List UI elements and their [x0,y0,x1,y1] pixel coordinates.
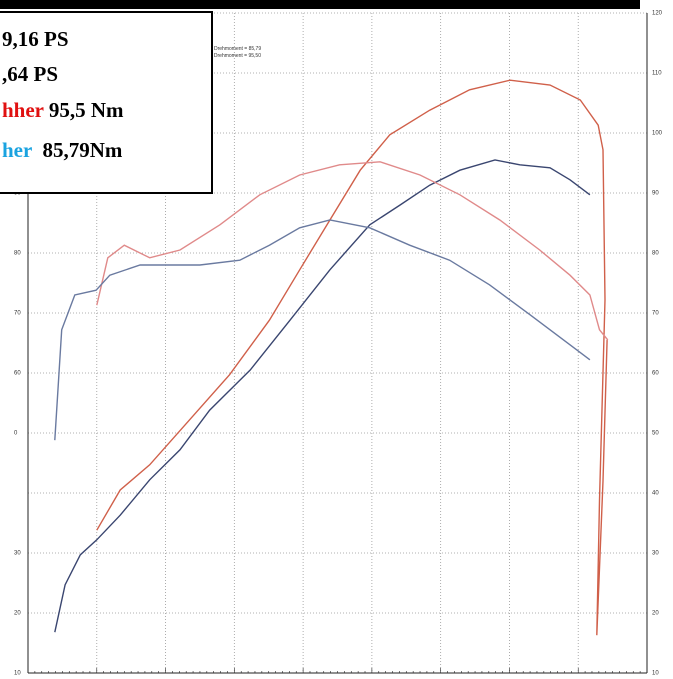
series-line [96,79,608,636]
info-part: hher [2,98,44,122]
y2-tick-label: 100 [652,131,663,137]
y2-tick-label: 40 [652,491,659,497]
y2-tick-label: 110 [652,71,662,77]
info-part: ,64 PS [2,62,58,86]
y-tick-label: 30 [14,551,21,557]
y2-tick-label: 10 [652,671,659,677]
y2-tick-label: 30 [652,551,659,557]
series-line [54,159,591,633]
y-tick-label: 20 [14,611,21,617]
y-tick-label: 10 [14,671,21,677]
info-line: hher 95,5 Nm [2,98,124,122]
top-bar [0,0,640,9]
series-line [96,161,609,341]
y2-tick-label: 120 [652,11,663,17]
info-box [0,11,213,194]
y2-tick-label: 20 [652,611,659,617]
info-part: 95,5 Nm [44,98,124,122]
y-tick-label: 60 [14,371,21,377]
note: Drehmoment = 85,79 [214,46,261,52]
info-part: 9,16 PS [2,27,69,51]
y-tick-label: 80 [14,251,21,257]
y-tick-label: 70 [14,311,21,317]
info-line: her 85,79Nm [2,138,123,162]
y2-tick-label: 60 [652,371,659,377]
y2-tick-label: 70 [652,311,659,317]
y-tick-label: 0 [14,431,18,437]
y2-tick-label: 50 [652,431,659,437]
info-line: 9,16 PS [2,27,69,51]
y2-tick-label: 80 [652,251,659,257]
series-line [54,219,591,441]
info-line: ,64 PS [2,62,58,86]
y2-tick-label: 90 [652,191,659,197]
info-part: her [2,138,32,162]
info-part: 85,79Nm [32,138,123,162]
note: s Drehmoment = 95,50 [210,53,261,59]
